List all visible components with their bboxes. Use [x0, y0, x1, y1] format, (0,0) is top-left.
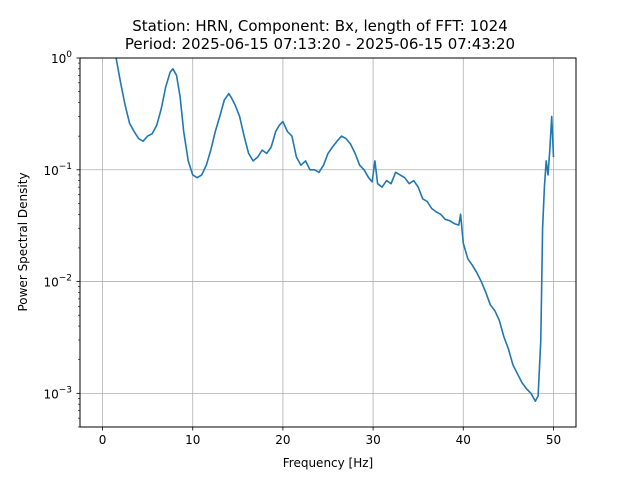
x-tick-label: 0	[99, 433, 107, 447]
x-tick-label: 20	[275, 433, 290, 447]
y-tick-label: 10−3	[43, 385, 72, 401]
x-tick-label: 40	[456, 433, 471, 447]
y-axis-label: Power Spectral Density	[16, 172, 30, 311]
x-tick-label: 10	[185, 433, 200, 447]
chart-title: Station: HRN, Component: Bx, length of F…	[132, 17, 508, 35]
y-tick-label: 10−1	[43, 162, 72, 178]
y-tick-label: 100	[51, 50, 72, 66]
x-axis-label: Frequency [Hz]	[283, 456, 374, 470]
x-tick-label: 50	[546, 433, 561, 447]
psd-line	[115, 57, 555, 403]
chart-subtitle: Period: 2025-06-15 07:13:20 - 2025-06-15…	[124, 35, 516, 53]
x-tick-label: 30	[365, 433, 380, 447]
plot-area	[79, 57, 577, 428]
y-tick-label: 10−2	[43, 274, 72, 290]
